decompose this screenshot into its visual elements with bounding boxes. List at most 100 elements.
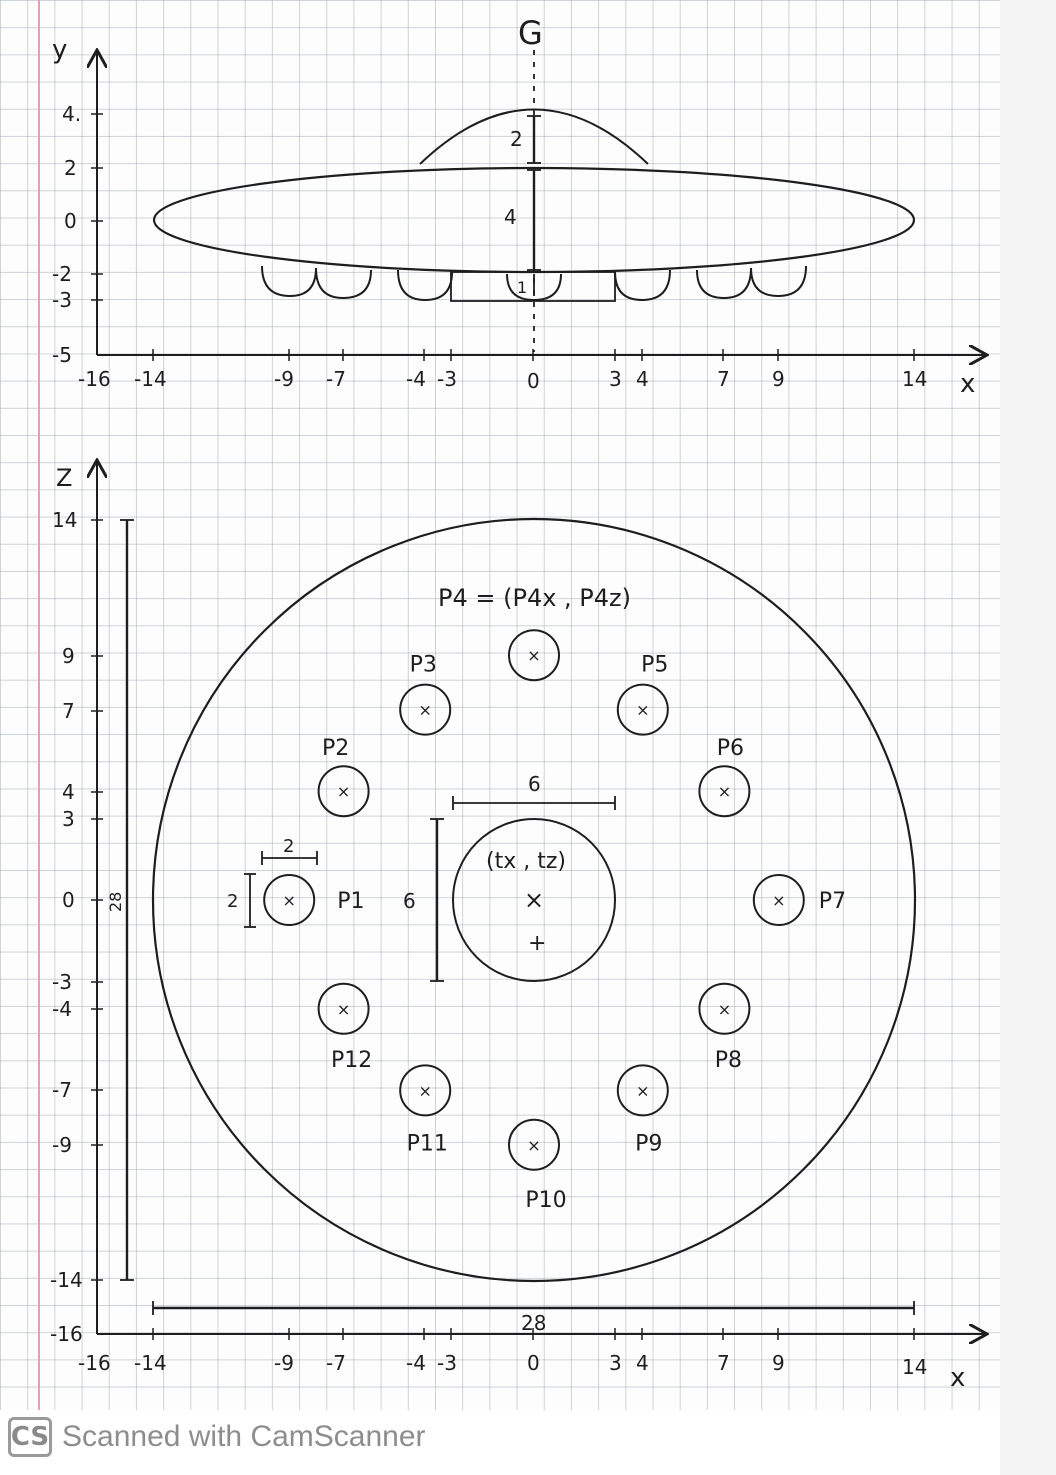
pod-label: P5 xyxy=(641,653,668,678)
graph-paper xyxy=(0,0,1000,1410)
pods: × P1 × P2 × P3 × × P5 × P6 × P7 × P8 × P9 × P10 × P11 × P12 xyxy=(263,629,846,1213)
pod-center-cross: × xyxy=(418,1081,431,1100)
pod-center-cross: × xyxy=(527,1136,540,1155)
side-x-tick: 7 xyxy=(717,367,730,391)
camscanner-text: Scanned with CamScanner xyxy=(62,1420,426,1453)
top-x-tick: 14 xyxy=(902,1355,927,1379)
pod-circle xyxy=(399,683,452,736)
hub-height-label: 6 xyxy=(403,889,416,913)
pod-p12: × P12 xyxy=(317,982,372,1073)
top-z-tick: -9 xyxy=(52,1133,72,1157)
pod-center-cross: × xyxy=(282,891,295,910)
top-z-tick: 7 xyxy=(62,699,75,723)
pod-height-label: 2 xyxy=(227,891,238,912)
pod-label: P12 xyxy=(331,1048,372,1073)
side-x-tick: 0 xyxy=(527,369,540,393)
side-x-tick: 9 xyxy=(772,367,785,391)
pod-p7: × P7 xyxy=(752,874,846,926)
pod-label: P2 xyxy=(322,736,349,761)
top-x-ticks: -16 -14 -9 -7 -4 -3 0 3 4 7 9 14 xyxy=(78,1328,927,1379)
total-width-label: 28 xyxy=(521,1311,546,1335)
pod-circle xyxy=(616,683,669,736)
saucer-dome xyxy=(419,108,649,165)
side-x-tick: -7 xyxy=(326,367,346,391)
pod-circle xyxy=(508,629,560,682)
scan-border xyxy=(1000,0,1056,1475)
saucer-disc-outline xyxy=(151,517,917,1283)
pod-p9: × P9 xyxy=(616,1064,669,1156)
top-x-tick: 4 xyxy=(636,1351,649,1375)
pod-circle xyxy=(317,982,370,1035)
margin-line xyxy=(38,0,40,1410)
camscanner-watermark: CS Scanned with CamScanner xyxy=(8,1413,426,1461)
top-x-tick: -3 xyxy=(437,1351,457,1375)
pod-label: P7 xyxy=(819,889,846,914)
body-height-label: 4 xyxy=(504,205,517,229)
pod-p10: × P10 xyxy=(508,1118,567,1213)
pod-circle xyxy=(399,1064,452,1117)
foot-height-label: 1 xyxy=(517,278,527,297)
pod-circle xyxy=(698,765,751,818)
side-y-tick: 0 xyxy=(64,209,77,233)
top-z-tick: 0 xyxy=(62,888,75,912)
pod-p5: × P5 xyxy=(616,653,669,736)
top-x-tick: 0 xyxy=(527,1351,540,1375)
pod-center-cross: × xyxy=(337,782,350,801)
hub-center-cross: × xyxy=(524,886,544,914)
side-y-tick: -2 xyxy=(52,262,72,286)
side-y-tick: -3 xyxy=(52,288,72,312)
top-view: Z x 14 9 7 4 3 0 -3 xyxy=(50,462,985,1393)
pod-width-label: 2 xyxy=(283,836,294,857)
side-x-ticks: -16 -14 -9 -7 -4 -3 0 3 4 7 9 14 xyxy=(78,349,927,393)
pod-center-cross: × xyxy=(718,782,731,801)
hub-origin-mark: + xyxy=(528,931,546,956)
side-y-tick: -5 xyxy=(52,343,72,367)
hub-center-label: (tx , tz) xyxy=(486,849,566,874)
pod-label: P9 xyxy=(635,1131,662,1156)
side-y-axis-label: y xyxy=(52,35,67,65)
top-z-tick: -4 xyxy=(52,997,72,1021)
pod-circle xyxy=(263,874,316,926)
saucer-feet xyxy=(261,265,807,302)
pod-center-cross: × xyxy=(636,701,649,720)
side-x-tick: -14 xyxy=(134,367,167,391)
top-z-tick: 14 xyxy=(52,508,77,532)
top-x-tick: 3 xyxy=(609,1351,622,1375)
top-x-tick: 7 xyxy=(717,1351,730,1375)
side-x-tick: -16 xyxy=(78,367,111,391)
top-z-tick: 4 xyxy=(62,780,75,804)
top-z-tick: -3 xyxy=(52,970,72,994)
pod-label: P11 xyxy=(407,1131,448,1156)
pod-circle xyxy=(616,1064,669,1117)
top-z-tick: -14 xyxy=(50,1268,83,1292)
top-x-tick: 9 xyxy=(772,1351,785,1375)
pod-center-cross: × xyxy=(718,1000,731,1019)
pod-p8: × P8 xyxy=(698,982,751,1073)
side-x-tick: -4 xyxy=(406,367,426,391)
pod-p4: × xyxy=(508,629,560,682)
top-z-axis-label: Z xyxy=(56,464,72,492)
top-z-ticks: 14 9 7 4 3 0 -3 -4 -7 -9 -14 -16 xyxy=(50,508,103,1346)
top-z-tick: 9 xyxy=(62,644,75,668)
pod-circle xyxy=(317,765,370,818)
symmetry-axis-label: G xyxy=(518,14,543,52)
pod-circle xyxy=(698,982,751,1035)
pod-label: P8 xyxy=(715,1048,742,1073)
pod-center-cross: × xyxy=(636,1081,649,1100)
pod-label: P6 xyxy=(717,736,744,761)
pod-p2: × P2 xyxy=(317,736,370,818)
pod-center-cross: × xyxy=(337,1000,350,1019)
pod-p11: × P11 xyxy=(399,1064,452,1156)
pod-label: P10 xyxy=(525,1188,566,1213)
pod-p6: × P6 xyxy=(698,736,751,818)
pod-center-cross: × xyxy=(772,891,785,910)
side-x-tick: -3 xyxy=(437,367,457,391)
dome-height-label: 2 xyxy=(510,127,523,151)
side-y-ticks: 4. 2 0 -2 -3 -5 xyxy=(52,102,103,367)
pod-p1: × P1 xyxy=(263,874,364,926)
top-x-tick: -16 xyxy=(78,1351,111,1375)
pod-center-cross: × xyxy=(418,701,431,720)
side-y-tick: 2 xyxy=(64,156,77,180)
